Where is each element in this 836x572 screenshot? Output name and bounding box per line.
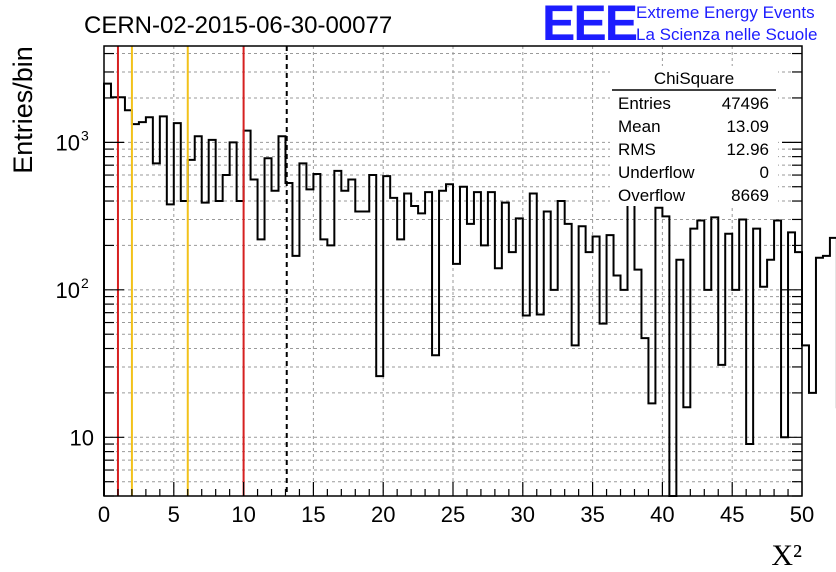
x-axis-label: X² [771, 539, 802, 572]
x-tick-label: 0 [98, 502, 110, 527]
stats-box-rows: Entries 47496 Mean 13.09 RMS 12.96 Underflow 0 O… [618, 94, 769, 205]
y-tick-exponent: 3 [81, 127, 89, 143]
reference-lines [116, 46, 288, 496]
x-tick-label: 5 [168, 502, 180, 527]
stats-row-label: Overflow [618, 186, 686, 205]
y-tick-base: 10 [56, 130, 80, 155]
axis-ticks [103, 52, 803, 497]
stats-row-value: 0 [760, 163, 769, 182]
y-tick-label: 10 [70, 425, 94, 450]
x-tick-label: 50 [790, 502, 814, 527]
stats-row-value: 8669 [731, 186, 769, 205]
stats-row-label: RMS [618, 140, 656, 159]
chart-title: CERN-02-2015-06-30-00077 [84, 12, 392, 39]
x-tick-label: 10 [231, 502, 255, 527]
stats-box: ChiSquare Entries 47496 Mean 13.09 RMS 12.96 U… [610, 66, 778, 206]
y-tick-base: 10 [56, 278, 80, 303]
x-tick-label: 30 [511, 502, 535, 527]
y-tick-exponent: 2 [81, 275, 89, 291]
y-tick-label: 10 2 [56, 275, 89, 303]
x-tick-label: 35 [580, 502, 604, 527]
x-tick-label: 20 [371, 502, 395, 527]
x-tick-label: 15 [301, 502, 325, 527]
x-tick-label: 45 [720, 502, 744, 527]
logo-line-1: Extreme Energy Events [636, 3, 815, 22]
y-tick-base: 10 [70, 425, 94, 450]
x-tick-labels: 0 5 10 15 20 25 30 35 40 45 50 [98, 502, 814, 527]
logo-line-2: La Scienza nelle Scuole [636, 25, 817, 44]
logo-letters: EEE [542, 0, 637, 51]
stats-row-value: 47496 [722, 94, 769, 113]
stats-row-label: Underflow [618, 163, 695, 182]
stats-box-title: ChiSquare [654, 69, 734, 88]
stats-row-value: 12.96 [726, 140, 769, 159]
x-tick-label: 40 [650, 502, 674, 527]
histogram-series [103, 82, 836, 497]
y-axis-label: Entries/bin [8, 46, 38, 174]
eee-logo: EEE Extreme Energy Events La Scienza nel… [542, 0, 817, 51]
y-tick-label: 10 3 [56, 127, 89, 155]
stats-row-value: 13.09 [726, 117, 769, 136]
stats-row-label: Entries [618, 94, 671, 113]
x-tick-label: 25 [441, 502, 465, 527]
stats-row-label: Mean [618, 117, 661, 136]
